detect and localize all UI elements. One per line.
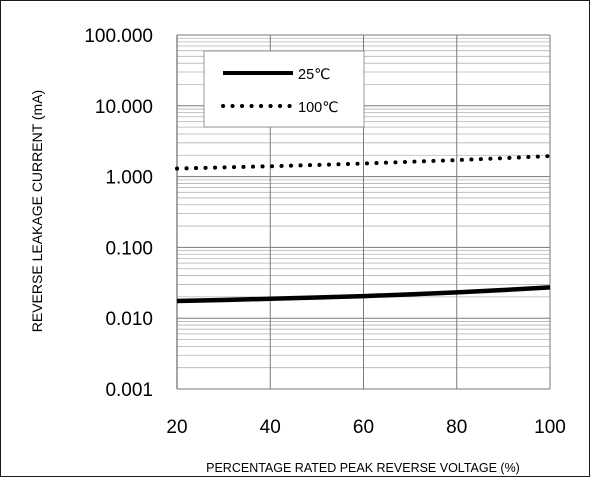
y-tick-label: 0.001 bbox=[105, 380, 153, 401]
series-lines bbox=[175, 154, 552, 304]
x-tick-label: 80 bbox=[446, 417, 467, 438]
y-tick-label: 1.000 bbox=[105, 168, 153, 189]
y-axis-title: REVERSE LEAKAGE CURRENT (mA) bbox=[29, 90, 45, 332]
x-tick-label: 100 bbox=[534, 417, 566, 438]
series-line-25c bbox=[176, 285, 551, 304]
x-tick-label: 40 bbox=[260, 417, 281, 438]
grid bbox=[176, 34, 551, 390]
y-tick-label: 10.000 bbox=[95, 97, 153, 118]
y-tick-label: 100.000 bbox=[84, 26, 153, 47]
x-tick-label: 20 bbox=[166, 417, 187, 438]
y-tick-label: 0.010 bbox=[105, 309, 153, 330]
legend: 25℃ 100℃ bbox=[203, 50, 365, 128]
legend-label-25c: 25℃ bbox=[298, 67, 330, 83]
legend-label-100c: 100℃ bbox=[298, 100, 338, 116]
x-tick-label: 60 bbox=[353, 417, 374, 438]
tick-labels: 0.001 0.010 0.100 1.000 10.000 100.000 20 40 60 8… bbox=[84, 26, 566, 438]
x-axis-title: PERCENTAGE RATED PEAK REVERSE VOLTAGE (%… bbox=[206, 461, 520, 475]
legend-box bbox=[203, 50, 365, 128]
y-tick-label: 0.100 bbox=[105, 238, 153, 259]
